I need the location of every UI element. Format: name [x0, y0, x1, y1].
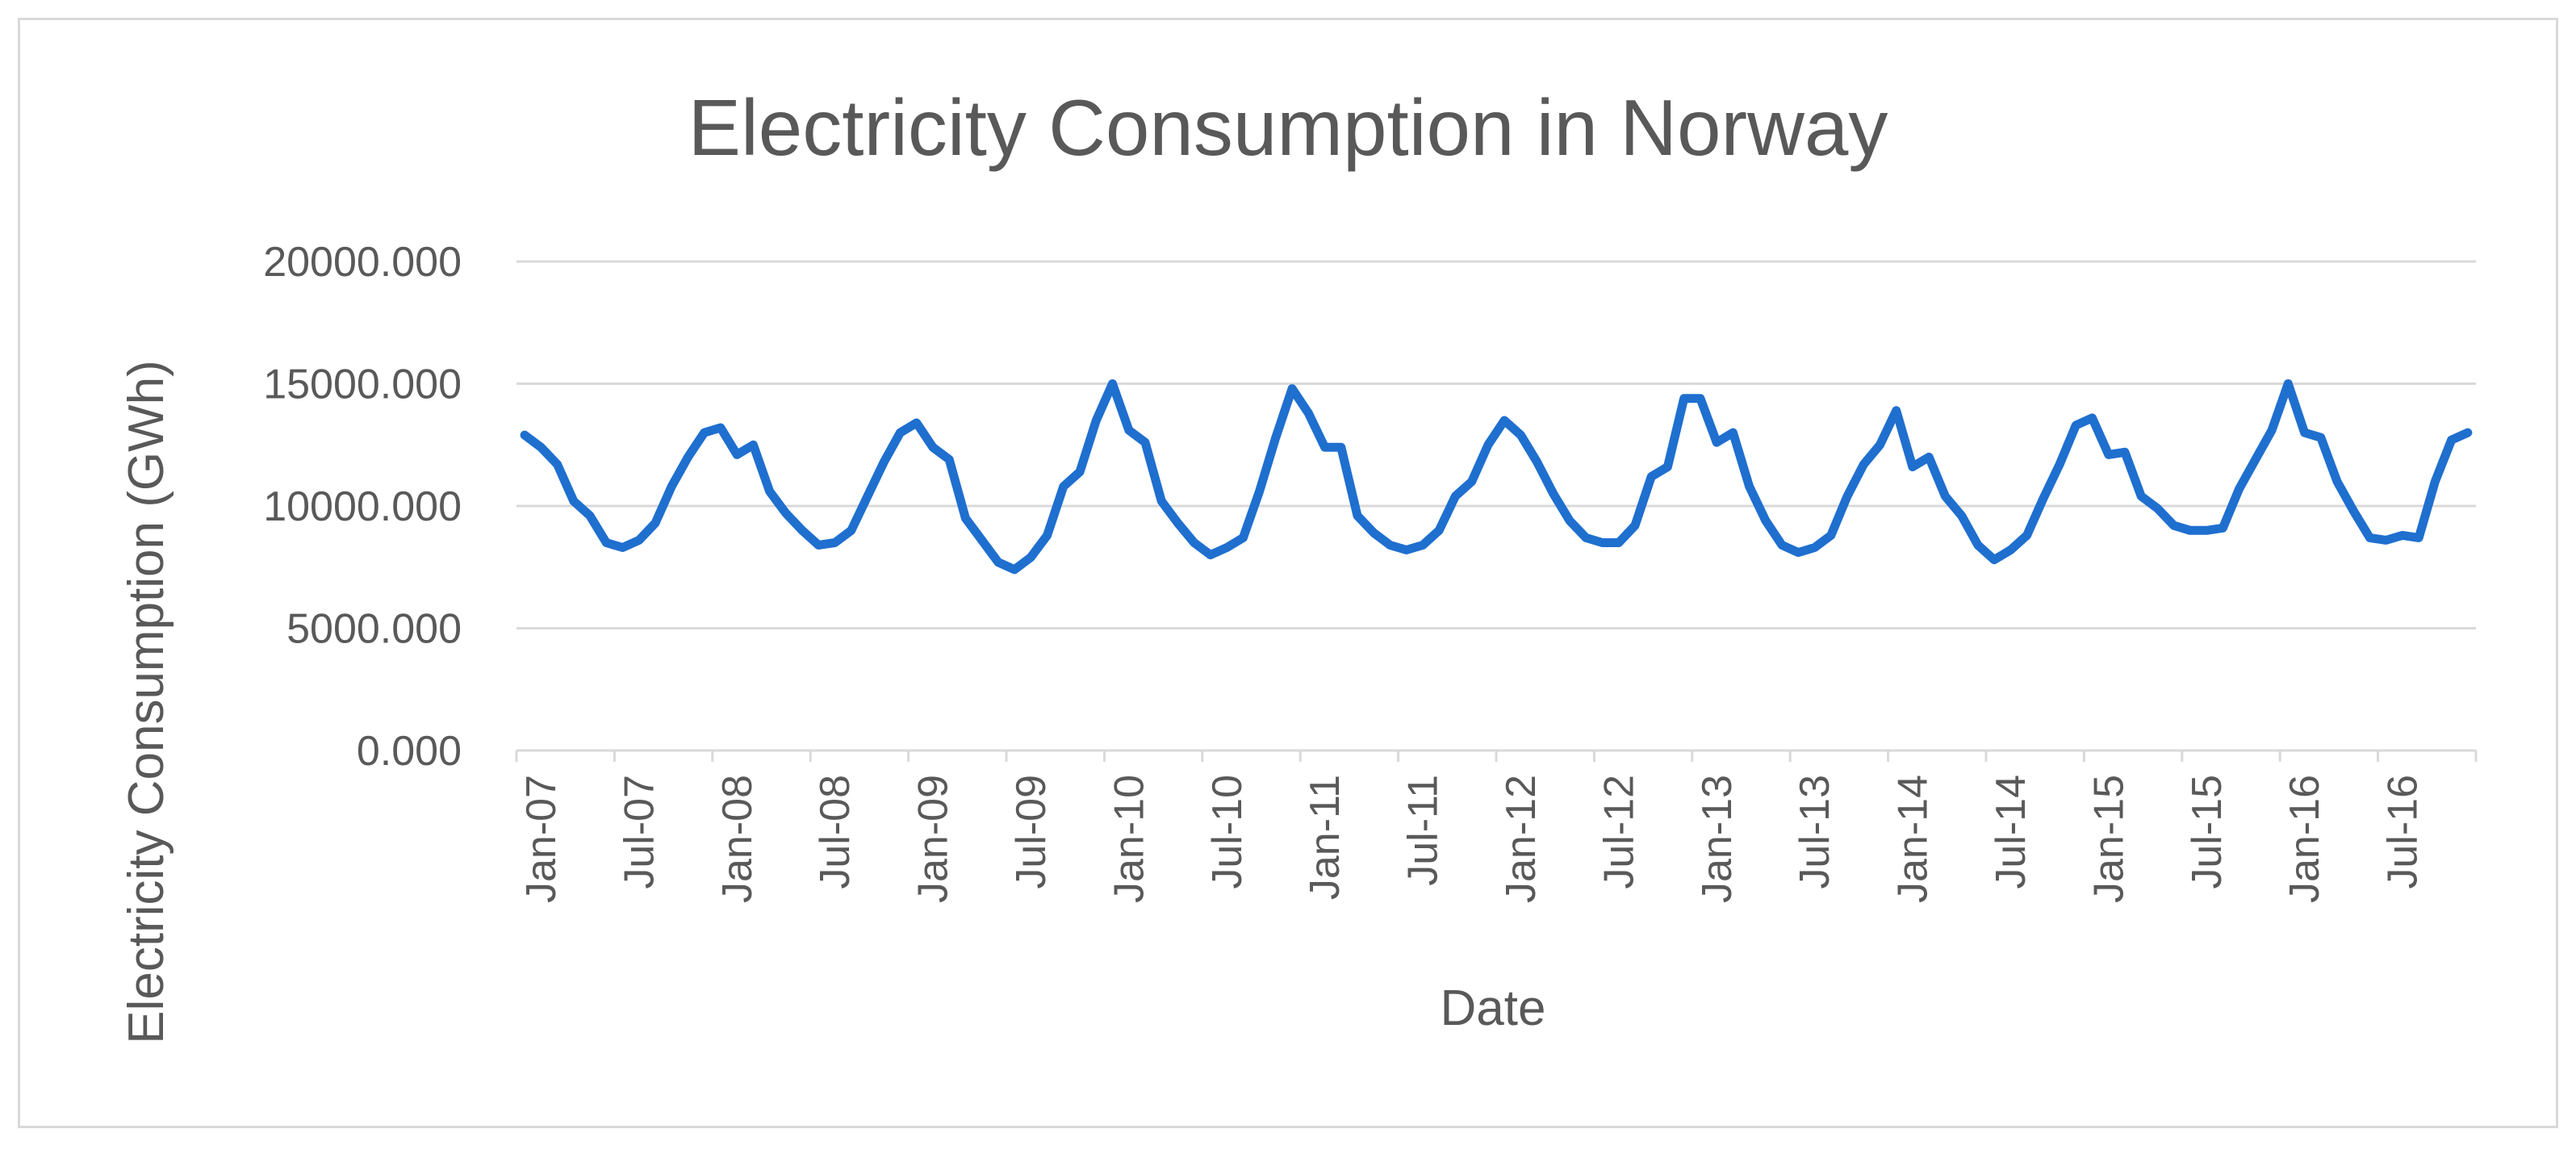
y-tick-label: 15000.000	[263, 362, 462, 408]
x-axis-tick-labels: Jan-07 Jul-07 Jan-08 Jul-08 Jan-09 Jul-09 Jan-…	[518, 775, 2427, 903]
y-tick-label: 10000.000	[263, 483, 462, 530]
y-tick-label: 20000.000	[263, 239, 462, 286]
x-tick-label: Jul-10	[1204, 775, 1251, 889]
x-tick-label: Jul-16	[2380, 775, 2427, 889]
x-tick-label: Jul-08	[812, 775, 859, 889]
x-tick-label: Jan-14	[1890, 775, 1937, 903]
x-tick-label: Jan-13	[1694, 775, 1741, 903]
gridlines	[516, 260, 2476, 629]
y-tick-label: 0.000	[357, 728, 462, 775]
y-axis-tick-labels: 0.000 5000.000 10000.000 15000.000 20000.000	[263, 239, 462, 775]
x-tick-label: Jul-11	[1400, 775, 1447, 886]
x-tick-label: Jan-16	[2281, 775, 2328, 903]
x-axis-title: Date	[1441, 980, 1546, 1036]
x-tick-label: Jul-14	[1988, 775, 2034, 889]
x-tick-label: Jan-11	[1302, 775, 1349, 900]
x-tick-label: Jul-12	[1595, 775, 1642, 889]
x-tick-label: Jul-09	[1008, 775, 1055, 889]
x-tick-label: Jan-09	[910, 775, 957, 903]
chart-frame	[18, 18, 2558, 1128]
x-tick-label: Jul-13	[1792, 775, 1838, 889]
x-axis-tick-marks	[515, 751, 2478, 762]
x-tick-label: Jul-15	[2184, 775, 2231, 889]
x-tick-label: Jan-10	[1106, 775, 1152, 903]
x-tick-label: Jul-07	[616, 775, 663, 889]
x-tick-label: Jan-08	[714, 775, 761, 903]
x-tick-label: Jan-12	[1498, 775, 1545, 903]
x-tick-label: Jan-07	[518, 775, 565, 903]
y-tick-label: 5000.000	[286, 606, 462, 653]
y-axis-title: Electricity Consumption (GWh)	[119, 360, 174, 1044]
series-line	[520, 379, 2473, 575]
x-tick-label: Jan-15	[2085, 775, 2132, 903]
chart-title: Electricity Consumption in Norway	[688, 83, 1888, 172]
